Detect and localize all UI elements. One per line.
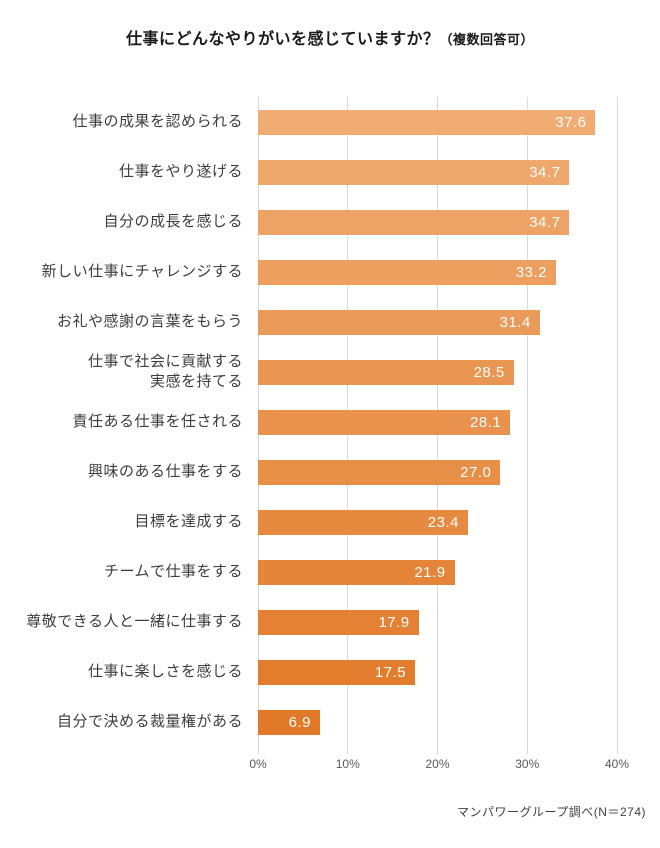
bar: 23.4 — [258, 509, 468, 535]
chart-row: 仕事に楽しさを感じる 17.5 — [0, 647, 660, 697]
value-label: 17.9 — [378, 613, 410, 631]
category-label: お礼や感謝の言葉をもらう — [56, 312, 243, 330]
bar: 34.7 — [258, 209, 570, 235]
value-label: 17.5 — [374, 663, 407, 681]
value-label: 27.0 — [460, 463, 492, 481]
chart-row: お礼や感謝の言葉をもらう 31.4 — [0, 297, 660, 347]
chart-row: 尊敬できる人と一緒に仕事する 17.9 — [0, 597, 660, 647]
value-label: 34.7 — [529, 163, 561, 181]
value-label: 6.9 — [288, 713, 311, 731]
category-label: 仕事をやり遂げる — [118, 162, 243, 180]
source-note: マンパワーグループ調べ(N＝274) — [457, 805, 646, 819]
bar-area: 21.9 — [258, 559, 617, 585]
category-label: 興味のある仕事をする — [87, 462, 243, 480]
value-label: 33.2 — [515, 263, 547, 281]
bar: 21.9 — [258, 559, 455, 585]
bar: 28.1 — [258, 409, 511, 435]
bar-area: 28.5 — [258, 359, 617, 385]
value-label: 21.9 — [414, 563, 446, 581]
gridline — [616, 97, 618, 754]
chart-row: 仕事で社会に貢献する 実感を持てる 28.5 — [0, 347, 660, 397]
category-label: 仕事で社会に貢献する 実感を持てる — [87, 352, 243, 390]
value-label: 31.4 — [499, 313, 531, 331]
bar: 37.6 — [258, 109, 596, 135]
bar: 34.7 — [258, 159, 570, 185]
category-label: 目標を達成する — [134, 512, 243, 530]
bar: 31.4 — [258, 309, 540, 335]
x-axis: 0% 10% 20% 30% 40% — [249, 757, 629, 775]
chart-row: 責任ある仕事を任される 28.1 — [0, 397, 660, 447]
bar-area: 34.7 — [258, 209, 617, 235]
bar-area: 37.6 — [258, 109, 617, 135]
bar: 6.9 — [258, 709, 320, 735]
chart-row: チームで仕事をする 21.9 — [0, 547, 660, 597]
category-label: 自分で決める裁量権がある — [56, 712, 243, 730]
chart-row: 仕事の成果を認められる 37.6 — [0, 97, 660, 147]
chart-title-main: 仕事にどんなやりがいを感じていますか？ — [125, 31, 440, 48]
category-label: 自分の成長を感じる — [103, 212, 243, 230]
value-label: 23.4 — [427, 513, 459, 531]
chart-title-note: （複数回答可） — [439, 32, 535, 47]
value-label: 37.6 — [555, 113, 587, 131]
bar-area: 17.5 — [258, 659, 617, 685]
chart-rows: 仕事の成果を認められる 37.6 仕事をやり遂げる 34.7 自分の成長を感じる 34.7… — [0, 97, 660, 747]
category-label: 仕事の成果を認められる — [72, 112, 243, 130]
chart-row: 自分の成長を感じる 34.7 — [0, 197, 660, 247]
value-label: 28.1 — [469, 413, 502, 431]
chart-title: 仕事にどんなやりがいを感じていますか？（複数回答可） — [0, 0, 660, 49]
category-label: 尊敬できる人と一緒に仕事する — [26, 612, 243, 630]
bar: 27.0 — [258, 459, 501, 485]
bar-area: 17.9 — [258, 609, 617, 635]
bar-area: 23.4 — [258, 509, 617, 535]
bar: 33.2 — [258, 259, 556, 285]
category-label: 仕事に楽しさを感じる — [87, 662, 243, 680]
axis-tick-label: 10% — [335, 757, 360, 771]
bar: 17.9 — [258, 609, 419, 635]
bar: 17.5 — [258, 659, 416, 685]
bar-chart: 仕事の成果を認められる 37.6 仕事をやり遂げる 34.7 自分の成長を感じる 34.7… — [0, 97, 660, 775]
chart-row: 自分で決める裁量権がある 6.9 — [0, 697, 660, 747]
bar-area: 6.9 — [258, 709, 617, 735]
chart-row: 新しい仕事にチャレンジする 33.2 — [0, 247, 660, 297]
axis-tick-label: 0% — [249, 757, 267, 771]
category-label: 責任ある仕事を任される — [72, 412, 243, 430]
bar-area: 28.1 — [258, 409, 617, 435]
value-label: 34.7 — [529, 213, 561, 231]
axis-tick-label: 30% — [515, 757, 540, 771]
bar-area: 33.2 — [258, 259, 617, 285]
axis-tick-label: 20% — [425, 757, 450, 771]
chart-row: 仕事をやり遂げる 34.7 — [0, 147, 660, 197]
chart-row: 目標を達成する 23.4 — [0, 497, 660, 547]
category-label: チームで仕事をする — [103, 562, 243, 580]
gridline — [526, 97, 528, 754]
bar-area: 27.0 — [258, 459, 617, 485]
bar-area: 34.7 — [258, 159, 617, 185]
bar: 28.5 — [258, 359, 514, 385]
value-label: 28.5 — [473, 363, 505, 381]
axis-tick-label: 40% — [604, 757, 630, 771]
chart-row: 興味のある仕事をする 27.0 — [0, 447, 660, 497]
bar-area: 31.4 — [258, 309, 617, 335]
category-label: 新しい仕事にチャレンジする — [41, 262, 243, 280]
